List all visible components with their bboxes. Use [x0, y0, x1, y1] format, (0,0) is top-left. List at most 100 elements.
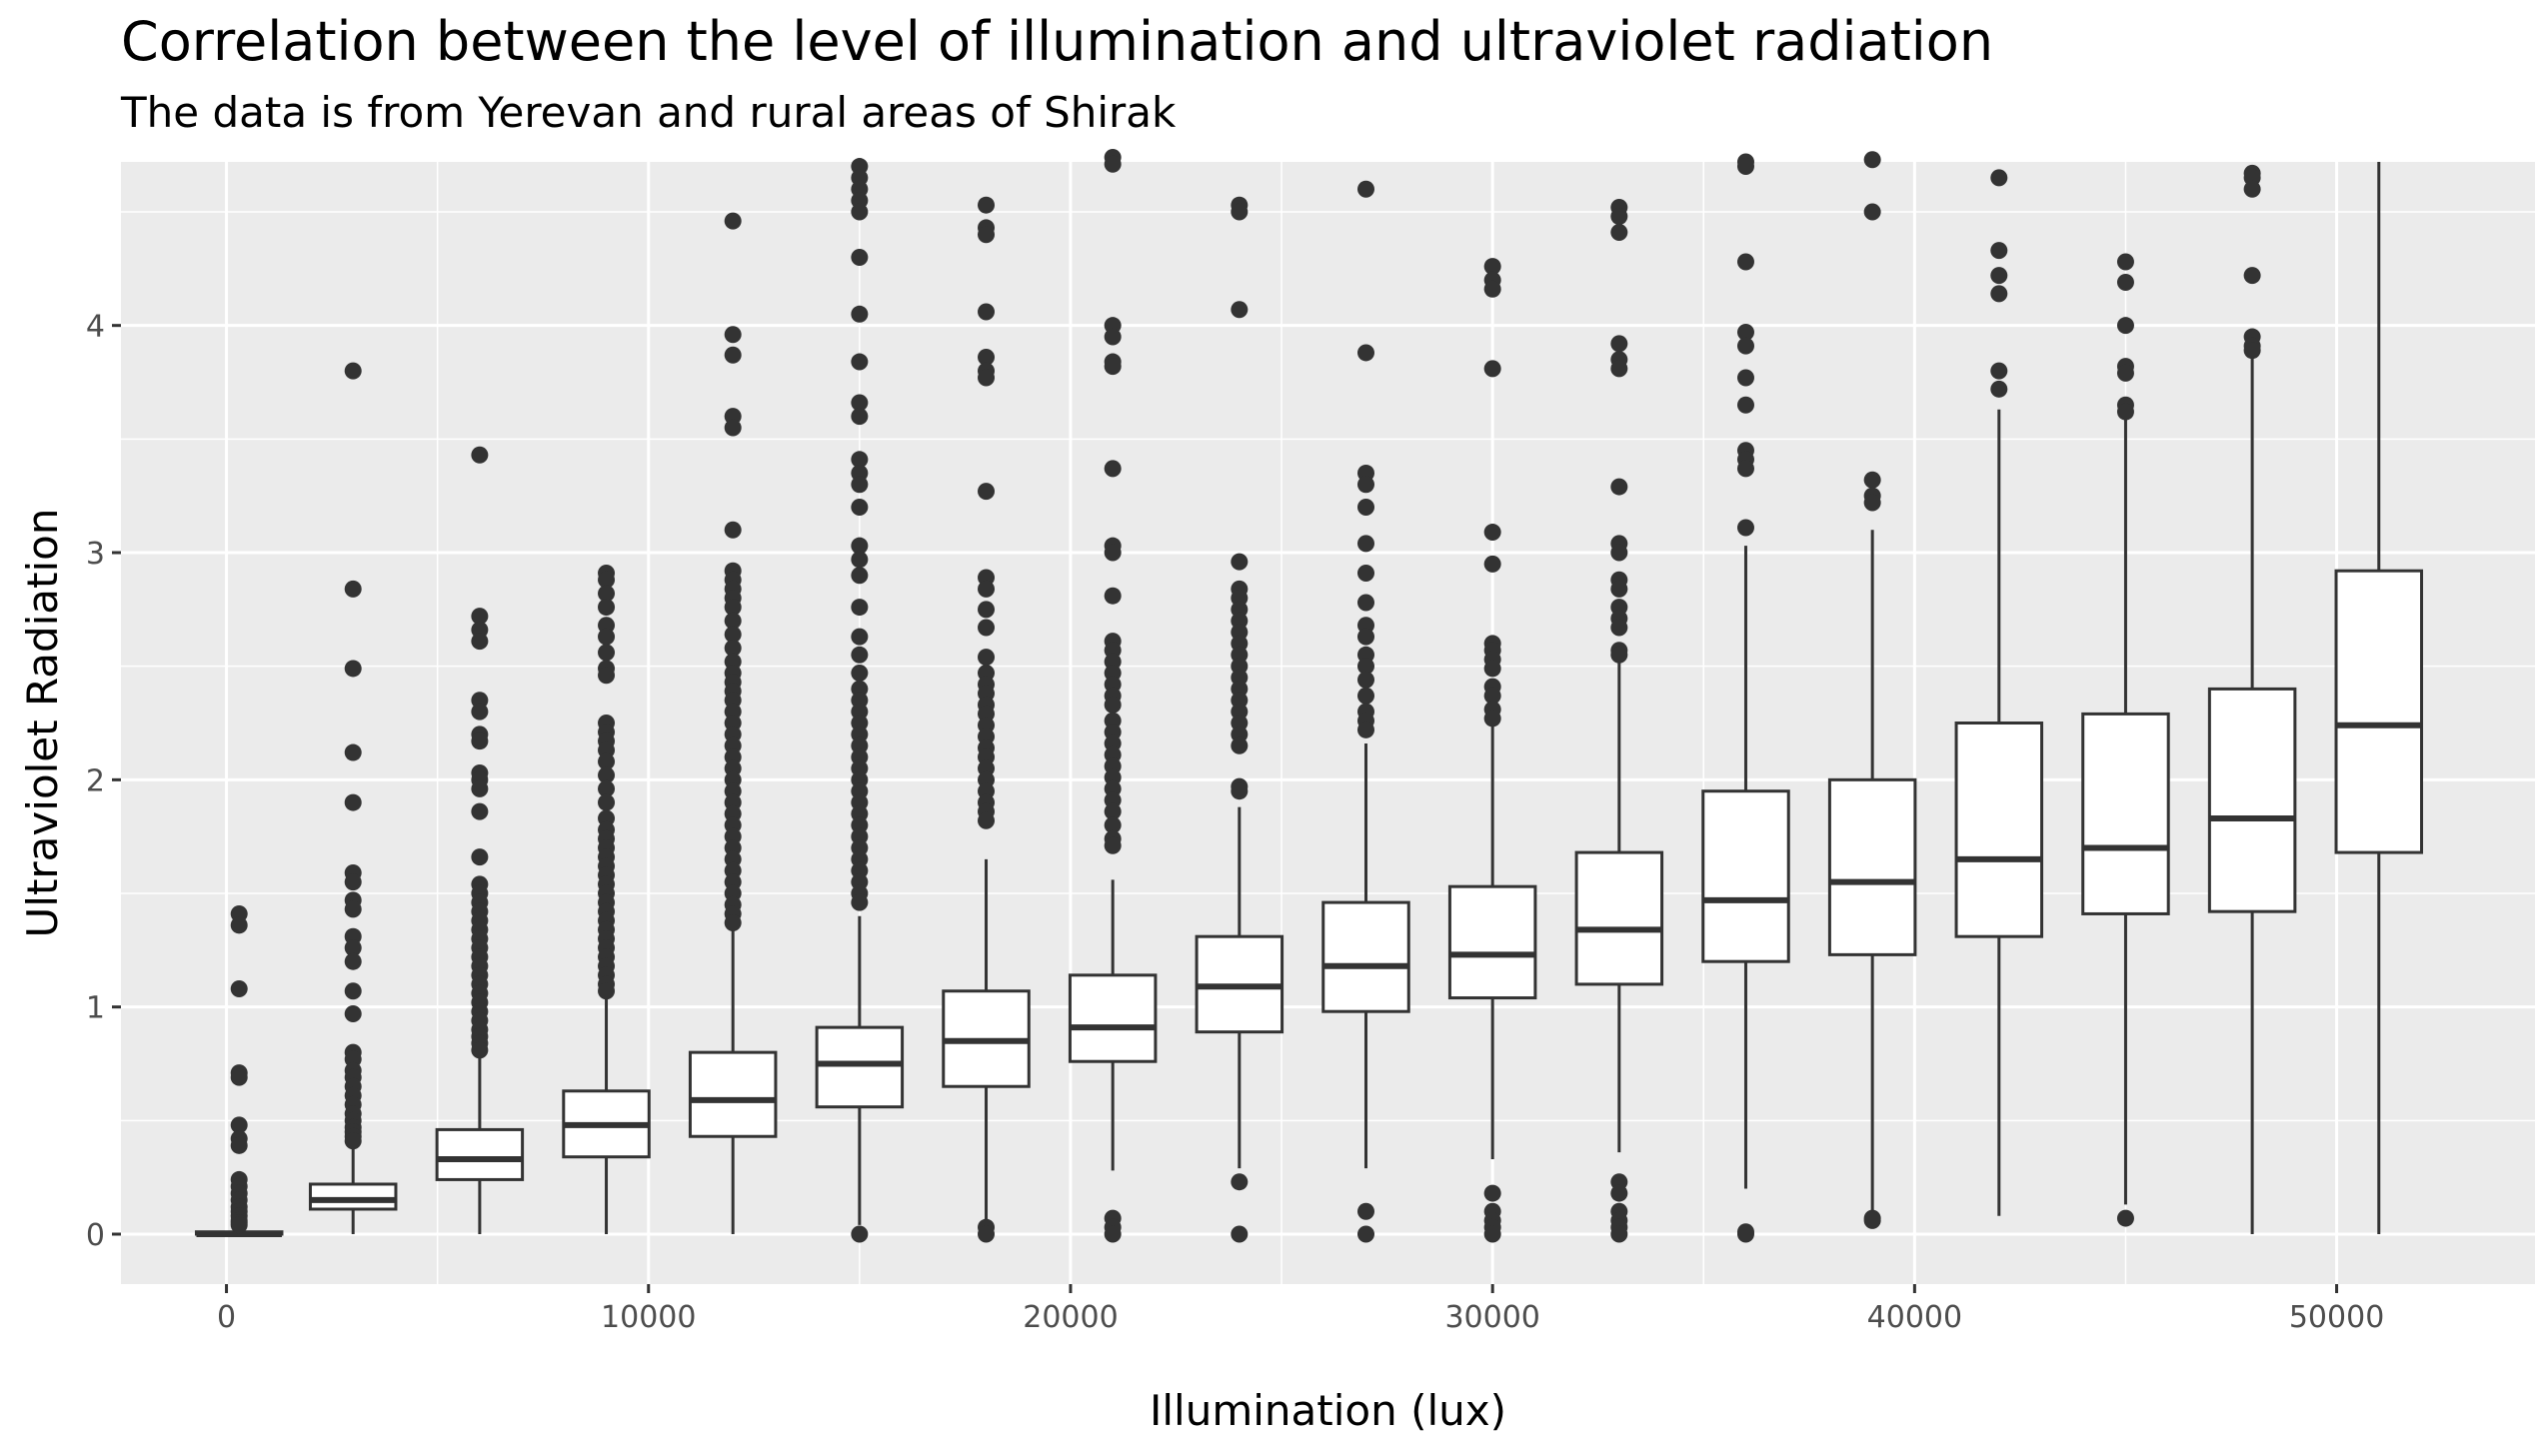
outlier-point	[851, 203, 869, 221]
outlier-point	[724, 326, 742, 344]
box-body	[308, 1182, 398, 1211]
outlier-point	[1610, 335, 1628, 353]
outlier-point	[471, 633, 489, 651]
outlier-point	[344, 939, 362, 957]
outlier-point	[724, 626, 742, 644]
outlier-point	[724, 599, 742, 617]
y-tick-label: 2	[86, 763, 105, 798]
outlier-point	[1231, 782, 1249, 800]
outlier-point	[344, 580, 362, 598]
outlier-point	[1610, 478, 1628, 496]
outlier-point	[1610, 619, 1628, 637]
outlier-point	[471, 779, 489, 797]
outlier-point	[2116, 253, 2134, 271]
outlier-point	[1231, 736, 1249, 754]
outlier-point	[1356, 1202, 1374, 1220]
box-group	[2081, 253, 2170, 1227]
outlier-point	[598, 779, 616, 797]
outlier-point	[1231, 301, 1249, 319]
outlier-point	[344, 900, 362, 918]
box-body	[1827, 777, 1917, 956]
outlier-point	[471, 446, 489, 464]
box-group	[1447, 258, 1537, 1243]
outlier-point	[1231, 1225, 1249, 1243]
outlier-point	[724, 612, 742, 630]
outlier-point	[598, 571, 616, 589]
outlier-point	[851, 476, 869, 494]
outlier-point	[1736, 519, 1754, 537]
outlier-point	[598, 599, 616, 617]
y-tick-label: 1	[86, 991, 105, 1026]
outlier-point	[1610, 580, 1628, 598]
outlier-point	[230, 1116, 248, 1134]
outlier-point	[1736, 396, 1754, 414]
outlier-point	[851, 451, 869, 469]
x-tick-label: 40000	[1867, 1300, 1962, 1335]
y-tick-label: 0	[86, 1218, 105, 1253]
outlier-point	[1610, 1225, 1628, 1243]
box-body	[688, 1050, 778, 1138]
outlier-point	[1356, 658, 1374, 676]
outlier-point	[724, 346, 742, 364]
outlier-point	[978, 349, 996, 367]
outlier-point	[1104, 836, 1122, 854]
outlier-point	[344, 1132, 362, 1150]
outlier-point	[1736, 369, 1754, 387]
y-axis-title: Ultraviolet Radiation	[18, 509, 67, 938]
x-axis: 0 10000 20000 30000 40000 50000	[217, 1284, 2384, 1335]
outlier-point	[724, 639, 742, 657]
outlier-point	[851, 567, 869, 585]
outlier-point	[1483, 1184, 1501, 1202]
outlier-point	[1990, 380, 2008, 398]
outlier-point	[1104, 544, 1122, 562]
outlier-point	[1356, 721, 1374, 738]
outlier-point	[344, 952, 362, 970]
outlier-point	[344, 362, 362, 380]
outlier-point	[598, 667, 616, 685]
box-body	[815, 1025, 905, 1109]
outlier-point	[1356, 180, 1374, 198]
outlier-point	[1863, 494, 1881, 512]
outlier-point	[2116, 317, 2134, 335]
outlier-point	[1231, 203, 1249, 221]
outlier-point	[1610, 544, 1628, 562]
outlier-point	[1483, 660, 1501, 678]
outlier-point	[1736, 323, 1754, 341]
box-body	[435, 1127, 525, 1181]
y-tick-label: 4	[86, 310, 105, 345]
outlier-point	[1736, 337, 1754, 355]
outlier-point	[1104, 802, 1122, 820]
outlier-point	[1356, 1225, 1374, 1243]
box-body	[1574, 850, 1664, 986]
outlier-point	[1104, 696, 1122, 714]
outlier-point	[1863, 151, 1881, 169]
outlier-point	[2243, 180, 2261, 198]
box-group	[1321, 180, 1410, 1243]
outlier-point	[344, 660, 362, 678]
outlier-point	[471, 848, 489, 866]
outlier-point	[471, 1041, 489, 1059]
box-group	[1827, 151, 1917, 1229]
y-tick-label: 3	[86, 537, 105, 572]
outlier-point	[598, 793, 616, 811]
outlier-point	[1356, 594, 1374, 612]
box-group	[815, 158, 905, 1243]
outlier-point	[978, 226, 996, 244]
box-body	[2081, 712, 2170, 915]
outlier-point	[1483, 687, 1501, 705]
outlier-point	[1863, 471, 1881, 489]
outlier-point	[2116, 1209, 2134, 1227]
outlier-point	[598, 752, 616, 770]
outlier-point	[598, 644, 616, 662]
outlier-point	[1356, 499, 1374, 517]
outlier-point	[978, 303, 996, 321]
outlier-point	[978, 369, 996, 387]
outlier-point	[1990, 267, 2008, 285]
outlier-point	[344, 873, 362, 891]
x-tick-label: 30000	[1444, 1300, 1539, 1335]
outlier-point	[978, 601, 996, 619]
box-body	[1321, 900, 1410, 1013]
box-body	[1447, 884, 1537, 1000]
outlier-point	[851, 408, 869, 426]
